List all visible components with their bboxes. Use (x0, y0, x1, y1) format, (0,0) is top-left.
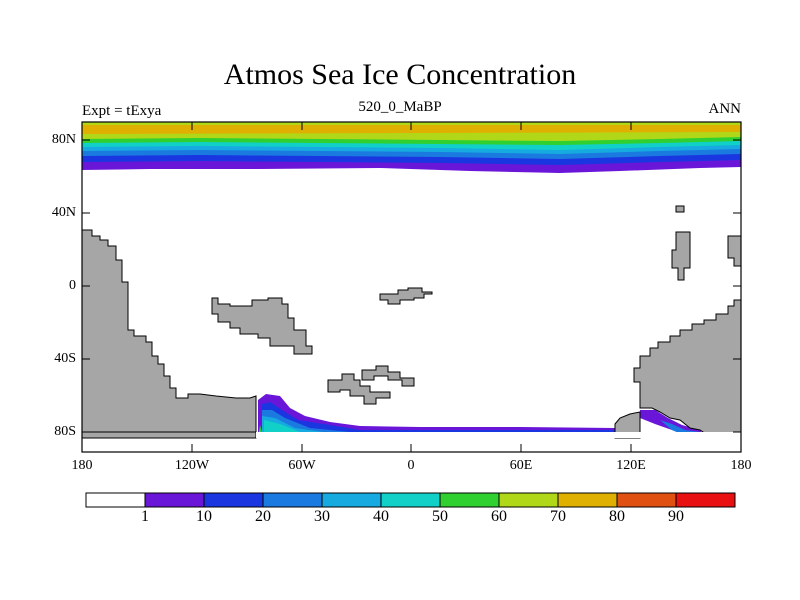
lon-label-180w: 180 (71, 458, 93, 473)
colorbar-tick-label: 40 (373, 508, 389, 525)
colorbar-box (321, 492, 382, 508)
colorbar-tick-label: 70 (550, 508, 566, 525)
lon-label-120e: 120E (616, 458, 646, 473)
ant-ice-1 (258, 394, 615, 437)
island-south-b (361, 365, 415, 387)
antarctic-shelf (256, 432, 741, 438)
colorbar-tick-label: 60 (491, 508, 507, 525)
lon-label-120w: 120W (174, 458, 210, 473)
colorbar-tick-label: 90 (668, 508, 684, 525)
season-label: ANN (708, 101, 742, 117)
time-label: 520_0_MaBP (358, 99, 442, 115)
experiment-label: Expt = tExya (82, 103, 162, 119)
colorbar-box (85, 492, 146, 508)
lat-label-0: 0 (69, 278, 76, 293)
colorbar-tick-label: 1 (141, 508, 149, 525)
colorbar-tick-label: 80 (609, 508, 625, 525)
landmass-west (81, 229, 257, 433)
colorbar (85, 492, 736, 508)
colorbar-tick-label: 10 (196, 508, 212, 525)
lon-label-0: 0 (407, 458, 415, 473)
landmass-east (633, 228, 742, 435)
colorbar-box (675, 492, 736, 508)
colorbar-tick-label: 20 (255, 508, 271, 525)
colorbar-box (557, 492, 618, 508)
plot-title: Atmos Sea Ice Concentration (223, 58, 577, 91)
lon-label-180e: 180 (730, 458, 752, 473)
island-mid-pacific (211, 297, 313, 355)
colorbar-tick-label: 30 (314, 508, 330, 525)
colorbar-tick-label: 50 (432, 508, 448, 525)
lat-ticks (82, 139, 741, 433)
ant-ice-east (640, 410, 705, 437)
island-small (675, 205, 685, 213)
lat-label-40s: 40S (54, 351, 76, 366)
colorbar-box (380, 492, 441, 508)
colorbar-box (498, 492, 559, 508)
lon-label-60w: 60W (288, 458, 316, 473)
colorbar-box (262, 492, 323, 508)
island-equator (379, 287, 433, 305)
lon-ticks (191, 122, 632, 452)
land-masses (81, 205, 742, 439)
colorbar-box (439, 492, 500, 508)
colorbar-box (203, 492, 264, 508)
island-south-a (327, 373, 391, 405)
colorbar-box (616, 492, 677, 508)
colorbar-box (144, 492, 205, 508)
lat-label-80n: 80N (51, 132, 76, 147)
lat-label-40n: 40N (51, 205, 76, 220)
landmass-east-north (671, 231, 691, 281)
lon-label-60e: 60E (509, 458, 533, 473)
landmass-west-bottom (81, 431, 257, 439)
lat-label-80s: 80S (54, 424, 76, 439)
